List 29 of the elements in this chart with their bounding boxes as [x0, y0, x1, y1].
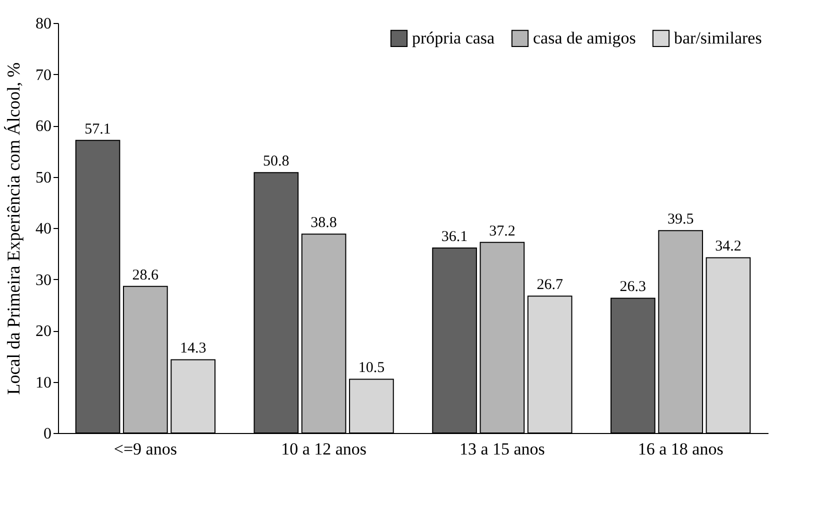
data-label: 26.3 — [620, 279, 646, 296]
y-tick-label: 80 — [36, 16, 52, 32]
data-label: 10.5 — [358, 360, 385, 376]
data-label: 36.1 — [441, 228, 468, 245]
data-label: 50.8 — [263, 154, 290, 170]
data-label: 14.3 — [180, 340, 206, 357]
x-tick-label: 13 a 15 anos — [459, 440, 545, 458]
data-label: 39.5 — [667, 212, 694, 228]
data-label: 37.2 — [489, 223, 516, 240]
x-tick-label: 16 a 18 anos — [638, 440, 724, 458]
y-axis-title: Local da Primeira Experiência com Álcool, % — [4, 62, 24, 395]
legend-label: casa de amigos — [533, 28, 636, 48]
data-label: 28.6 — [132, 267, 160, 284]
legend-label: bar/similares — [674, 28, 762, 48]
data-label: 26.7 — [536, 277, 564, 294]
x-tick-label: 10 a 12 anos — [281, 440, 367, 458]
legend-label: própria casa — [412, 28, 496, 48]
x-tick-label: <=9 anos — [114, 440, 177, 458]
data-label: 38.8 — [310, 215, 337, 232]
y-tick-label: 30 — [36, 272, 52, 289]
data-label: 57.1 — [84, 121, 111, 138]
y-tick-label: 20 — [36, 323, 52, 340]
y-tick-label: 70 — [36, 66, 52, 84]
data-label: 34.2 — [715, 238, 742, 255]
y-tick-label: 10 — [36, 374, 52, 392]
y-tick-label: 0 — [44, 426, 52, 442]
y-tick-label: 60 — [36, 118, 52, 135]
y-tick-label: 40 — [36, 220, 52, 238]
y-tick-label: 50 — [36, 169, 52, 186]
